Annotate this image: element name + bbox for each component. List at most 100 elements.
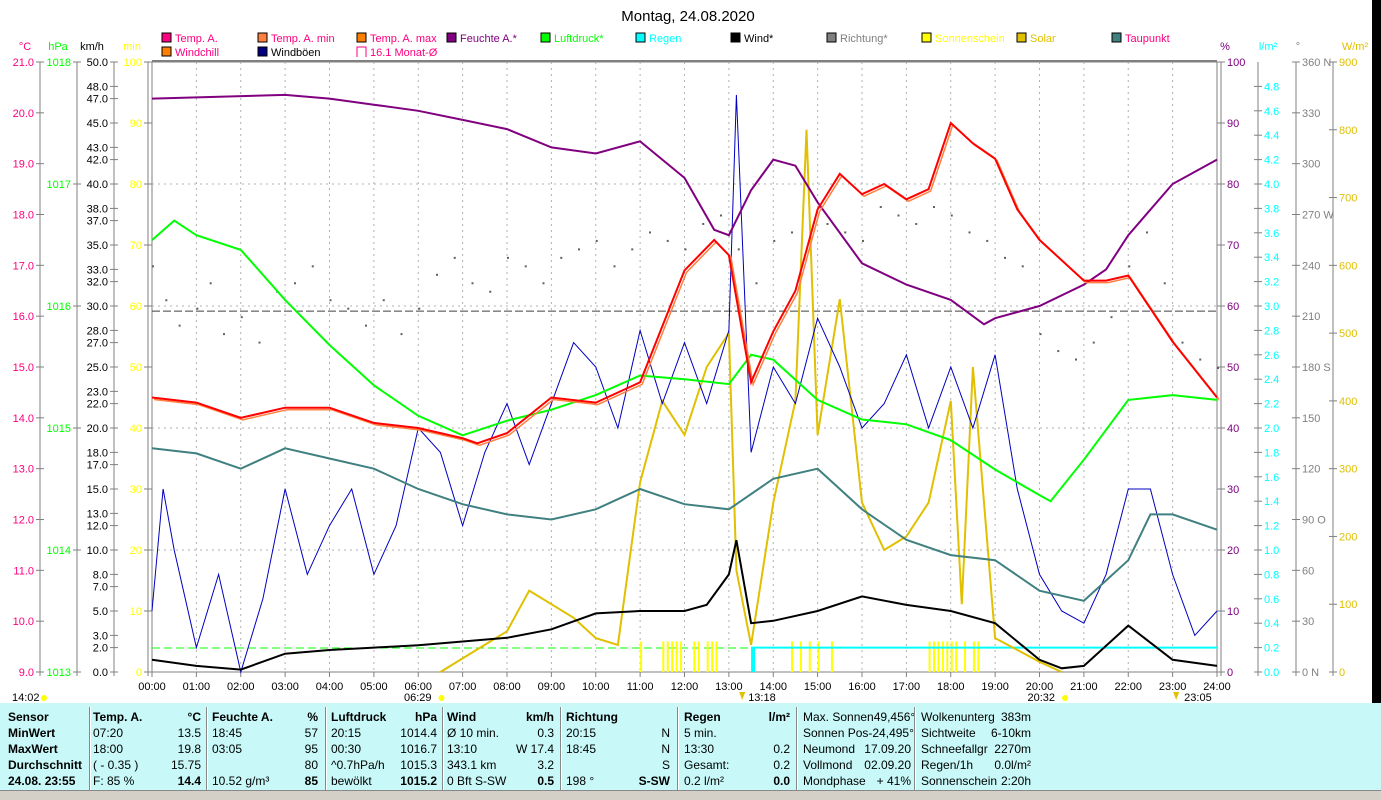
sunshine-bar <box>817 641 820 672</box>
sunshine-bar <box>675 641 678 672</box>
tick-label: 47.0 <box>87 94 108 106</box>
tick-label: 10 <box>130 606 142 618</box>
direction-dot <box>1199 358 1202 361</box>
tick-label: 3.8 <box>1264 203 1279 215</box>
stats-cell: 18:45 <box>566 742 597 756</box>
tick-label: 1017 <box>47 179 71 191</box>
x-tick-label: 00:00 <box>138 681 166 693</box>
tick-label: 900 <box>1339 57 1357 69</box>
stats-cell: 18:00 <box>93 742 124 756</box>
stats-cell: 1016.7 <box>400 742 437 756</box>
tick-label: 4.8 <box>1264 81 1279 93</box>
tick-label: 1014 <box>47 545 71 557</box>
stats-cell: Luftdruck <box>331 710 387 724</box>
direction-dot <box>684 248 687 251</box>
direction-dot <box>862 239 864 242</box>
x-tick-label: 01:00 <box>183 681 211 693</box>
stats-cell: % <box>307 710 318 724</box>
stats-cell: bewölkt <box>331 774 372 788</box>
stats-cell: 0.2 l/m² <box>684 774 725 788</box>
direction-dot <box>578 248 580 251</box>
stats-cell: Max. Sonnen <box>803 710 874 724</box>
direction-dot <box>897 214 900 217</box>
taupunkt-line <box>151 447 1218 602</box>
tick-label: 60 <box>1227 301 1239 313</box>
direction-dot <box>240 316 243 319</box>
direction-dot <box>365 324 367 327</box>
stats-cell: Neumond <box>803 742 856 756</box>
tick-label: 45.0 <box>87 118 108 130</box>
stats-panel: Sensor MinWert MaxWert Durchschnitt 24.08. 2… <box>0 703 1381 800</box>
direction-dot <box>773 239 776 242</box>
tick-label: 0.8 <box>1264 569 1279 581</box>
tick-label: 1.8 <box>1264 447 1279 459</box>
x-tick-label: 18:00 <box>937 681 965 693</box>
direction-dot <box>1075 358 1077 361</box>
sunshine-bar <box>941 641 944 672</box>
wind-line <box>151 539 1218 671</box>
legend-swatch <box>356 32 367 43</box>
direction-dot <box>453 256 456 259</box>
stats-cell: 0 Bft S-SW <box>447 774 507 788</box>
tick-label: 4.4 <box>1264 130 1279 142</box>
tick-label: 5.0 <box>93 606 108 618</box>
tick-label: 3.6 <box>1264 228 1279 240</box>
tick-label: 0.6 <box>1264 594 1279 606</box>
stats-cell: 15.75 <box>170 758 201 772</box>
stats-col-humidity: Feuchte A.% 18:45 57 03:05 95 80 10.52 g/m³ 85 <box>212 709 318 791</box>
stats-cell: 24.08. 23:55 <box>8 774 76 788</box>
x-tick-label: 07:00 <box>449 681 477 693</box>
legend-label: 16.1 Monat-Ø <box>370 47 438 59</box>
direction-dot <box>1217 367 1219 369</box>
tick-label: 0 <box>1339 667 1345 679</box>
tick-label: 23.0 <box>87 386 108 398</box>
stats-cell: km/h <box>525 710 554 724</box>
stats-cell: Wolkenunterg <box>921 710 995 724</box>
direction-dot <box>737 248 740 251</box>
x-tick-label: 04:00 <box>316 681 344 693</box>
tick-label: 12.0 <box>87 521 108 533</box>
tick-label: 1.2 <box>1264 521 1279 533</box>
legend-swatch <box>257 32 268 43</box>
tick-label: 3.4 <box>1264 252 1279 264</box>
sunset-label: 20:32 <box>1027 692 1055 703</box>
direction-axis-unit: ° <box>1296 41 1300 53</box>
stats-col-sensor: Sensor MinWert MaxWert Durchschnitt 24.08. 2… <box>8 709 88 791</box>
direction-dot <box>165 299 168 302</box>
stats-cell: 2:20h <box>1000 774 1031 788</box>
tick-label: 1.4 <box>1264 496 1279 508</box>
legend-label: Taupunkt <box>1125 33 1170 45</box>
direction-dot <box>631 248 634 251</box>
stats-col-pressure: Luftdruck hPa 20:15 1014.4 00:30 1016.7 ^0.7hP… <box>331 709 437 791</box>
legend-swatch <box>540 32 551 43</box>
sunshine-bar <box>693 641 696 672</box>
stats-cell: Regen <box>684 710 721 724</box>
tick-label: 330 <box>1302 108 1320 120</box>
legend-label: Solar <box>1030 33 1056 45</box>
stats-cell: 13.5 <box>177 726 201 740</box>
tick-label: 1.6 <box>1264 472 1279 484</box>
moon-icon <box>739 692 746 700</box>
direction-dot <box>1181 341 1184 344</box>
legend-label: Temp. A. <box>175 33 218 45</box>
tick-label: 1.0 <box>1264 545 1279 557</box>
tick-label: 7.0 <box>93 582 108 594</box>
tick-label: 50 <box>130 362 142 374</box>
x-tick-label: 06:00 <box>404 681 432 693</box>
temp-axis-unit: °C <box>19 41 31 53</box>
tick-label: 2.0 <box>93 643 108 655</box>
legend-swatch <box>446 32 457 43</box>
direction-dot <box>879 206 882 209</box>
tick-label: 80 <box>1227 179 1239 191</box>
sunshine-bar <box>977 641 980 672</box>
direction-dot <box>1004 256 1006 259</box>
stats-cell: W 17.4 <box>515 742 554 756</box>
legend-swatch <box>161 32 172 43</box>
stats-cell: Temp. A. <box>93 710 143 724</box>
direction-dot <box>347 307 350 310</box>
direction-dot <box>1163 282 1166 285</box>
stats-cell: 20:15 <box>331 726 362 740</box>
direction-dot <box>915 222 918 225</box>
tick-label: 400 <box>1339 396 1357 408</box>
tick-label: 360 N <box>1302 57 1331 69</box>
